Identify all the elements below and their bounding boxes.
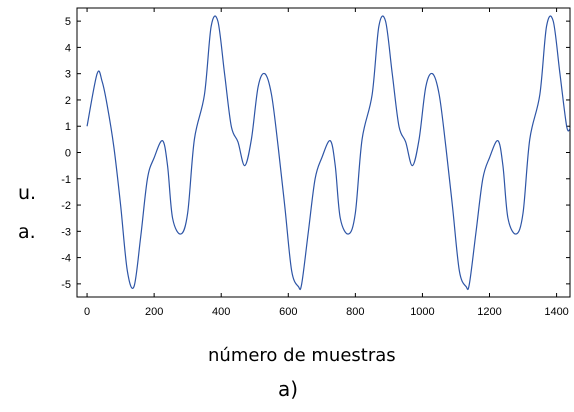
signal-line — [86, 15, 571, 291]
x-tick-label: 1200 — [477, 306, 501, 318]
y-tick-label: 4 — [65, 42, 71, 54]
y-axis-label-line-1: u. — [18, 182, 37, 204]
y-tick-label: 5 — [65, 16, 71, 28]
y-tick-label: 3 — [65, 69, 71, 81]
y-tick-label: -4 — [61, 253, 71, 265]
x-tick-label: 1000 — [410, 306, 434, 318]
y-tick-label: 2 — [65, 95, 71, 107]
y-tick-label: 0 — [65, 148, 71, 160]
y-tick-label: -2 — [61, 200, 71, 212]
y-axis-label-line-2: a. — [18, 221, 36, 243]
x-tick-label: 600 — [279, 306, 297, 318]
y-tick-label: 1 — [65, 121, 71, 133]
x-tick-label: 400 — [212, 306, 230, 318]
y-tick-label: -5 — [61, 279, 71, 291]
x-tick-label: 1400 — [544, 306, 568, 318]
x-axis-label: número de muestras — [208, 345, 396, 366]
x-tick-labels: 0 200 400 600 800 1000 1200 1400 — [84, 306, 569, 318]
y-tick-label: -1 — [61, 174, 71, 186]
panel-label: a) — [278, 377, 299, 401]
x-tick-label: 800 — [346, 306, 364, 318]
signal-chart: -5 -4 -3 -2 -1 0 1 2 3 4 5 0 200 400 600 800 1000 1200 14… — [61, 7, 571, 318]
x-tick-label: 0 — [84, 306, 90, 318]
y-tick-label: -3 — [61, 226, 71, 238]
axis-ticks — [77, 8, 570, 297]
y-tick-labels: -5 -4 -3 -2 -1 0 1 2 3 4 5 — [61, 16, 71, 291]
x-tick-label: 200 — [145, 306, 163, 318]
